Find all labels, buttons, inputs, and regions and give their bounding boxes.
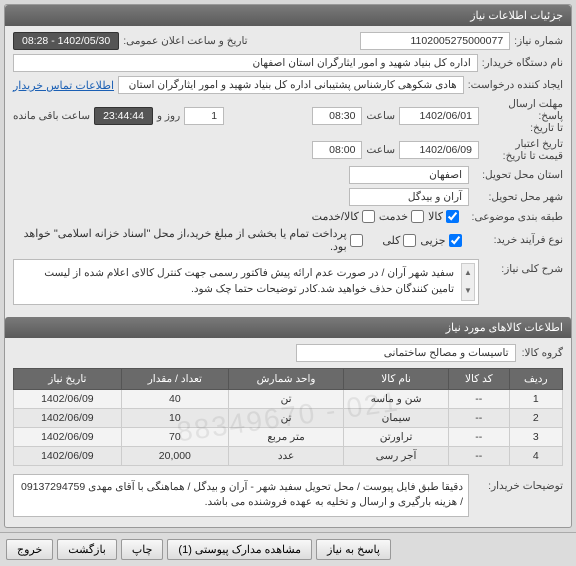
overall-desc: ▲▼ سفید شهر آران / در صورت عدم ارائه پیش…: [13, 259, 479, 305]
table-wrap: ردیف کد کالا نام کالا واحد شمارش تعداد /…: [13, 368, 563, 466]
announce-value: 1402/05/30 - 08:28: [13, 32, 119, 50]
process-label: نوع فرآیند خرید:: [466, 234, 563, 246]
overall-desc-label: شرح کلی نیاز:: [483, 257, 563, 275]
remain-time: 23:44:44: [94, 107, 153, 125]
valid-time: 08:00: [312, 141, 362, 159]
reply-time: 08:30: [312, 107, 362, 125]
table-row[interactable]: 4--آجر رسیعدد20,0001402/06/09: [14, 446, 563, 465]
proc-partial[interactable]: جزیی: [420, 234, 461, 247]
table-row[interactable]: 1--شن و ماسهتن401402/06/09: [14, 389, 563, 408]
footer-bar: پاسخ به نیاز مشاهده مدارک پیوستی (1) چاپ…: [0, 532, 576, 566]
buyer-value: اداره کل بنیاد شهید و امور ایثارگران است…: [13, 54, 478, 72]
main-panel: جزئیات اطلاعات نیاز شماره نیاز: 11020052…: [4, 4, 572, 528]
time-label-1: ساعت: [366, 110, 395, 122]
need-no-label: شماره نیاز:: [514, 35, 563, 47]
creator-label: ایجاد کننده درخواست:: [468, 79, 563, 91]
remain-suffix: ساعت باقی مانده: [13, 110, 90, 122]
need-no: 1102005275000077: [360, 32, 510, 50]
contact-link[interactable]: اطلاعات تماس خریدار: [13, 79, 114, 92]
proc-note-check[interactable]: پرداخت تمام یا بخشی از مبلغ خرید،از محل …: [13, 227, 363, 253]
province-label: استان محل تحویل:: [473, 169, 563, 181]
table-row[interactable]: 3--تراورتنمتر مربع701402/06/09: [14, 427, 563, 446]
day-value: 1: [184, 107, 224, 125]
reply-date: 1402/06/01: [399, 107, 479, 125]
valid-date: 1402/06/09: [399, 141, 479, 159]
day-label: روز و: [157, 110, 180, 122]
cat-both[interactable]: کالا/خدمت: [312, 210, 375, 223]
buyer-note: دقیقا طبق فایل پیوست / محل تحویل سفید شه…: [13, 474, 469, 518]
expand-handle[interactable]: ▲▼: [461, 263, 475, 301]
time-label-2: ساعت: [366, 144, 395, 156]
items-table: ردیف کد کالا نام کالا واحد شمارش تعداد /…: [13, 368, 563, 466]
proc-total[interactable]: کلی: [382, 234, 416, 247]
city-value: آران و بیدگل: [349, 188, 469, 206]
col-unit: واحد شمارش: [228, 368, 343, 389]
col-name: نام کالا: [344, 368, 449, 389]
col-qty: تعداد / مقدار: [121, 368, 228, 389]
details-body: شماره نیاز: 1102005275000077 تاریخ و ساع…: [5, 26, 571, 315]
valid-label: تاریخ اعتبار قیمت تا تاریخ:: [483, 138, 563, 162]
announce-label: تاریخ و ساعت اعلان عمومی:: [123, 35, 247, 47]
table-row[interactable]: 2--سیمانتن101402/06/09: [14, 408, 563, 427]
buyer-note-label: توضیحات خریدار:: [473, 474, 563, 492]
category-label: طبقه بندی موضوعی:: [463, 211, 563, 223]
reply-deadline-label: مهلت ارسال پاسخ: تا تاریخ:: [483, 98, 563, 134]
panel-title: جزئیات اطلاعات نیاز: [5, 5, 571, 26]
col-date: تاریخ نیاز: [14, 368, 122, 389]
col-code: کد کالا: [449, 368, 510, 389]
creator-value: هادی شکوهی کارشناس پشتیبانی اداره کل بنی…: [118, 76, 464, 94]
province-value: اصفهان: [349, 166, 469, 184]
cat-kala[interactable]: کالا: [428, 210, 459, 223]
items-header: اطلاعات کالاهای مورد نیاز: [5, 317, 571, 338]
col-idx: ردیف: [509, 368, 562, 389]
group-value: تاسیسات و مصالح ساختمانی: [296, 344, 516, 362]
city-label: شهر محل تحویل:: [473, 191, 563, 203]
cat-service[interactable]: خدمت: [379, 210, 424, 223]
buyer-label: نام دستگاه خریدار:: [482, 57, 563, 69]
group-label: گروه کالا:: [522, 347, 563, 359]
